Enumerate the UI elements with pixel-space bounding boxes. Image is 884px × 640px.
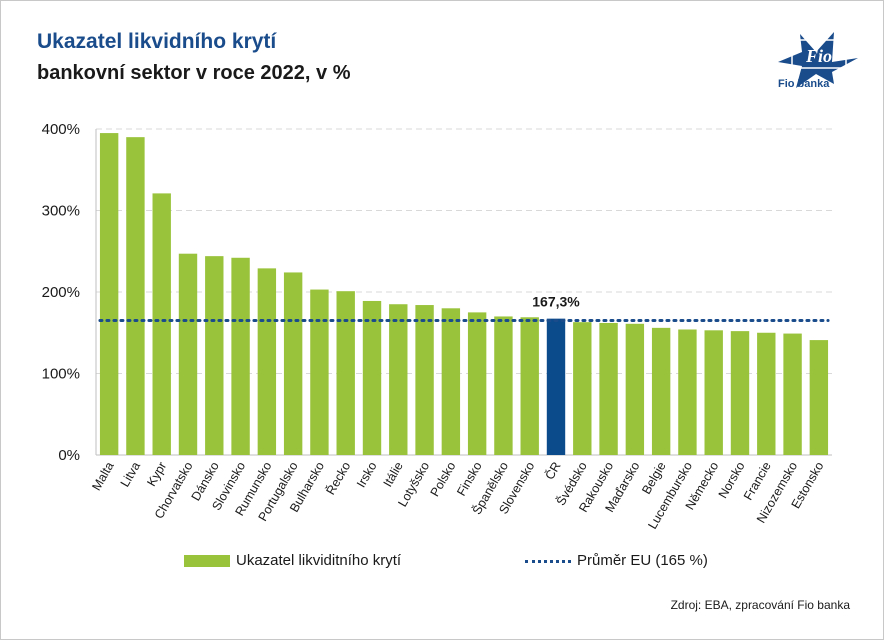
bar [599, 322, 618, 455]
source-note: Zdroj: EBA, zpracování Fio banka [670, 598, 850, 612]
y-tick-label: 200% [42, 284, 80, 301]
bar [809, 340, 829, 455]
bar [126, 137, 145, 455]
bar [441, 308, 461, 455]
legend-line-swatch [525, 559, 571, 563]
x-tick-label: Řecko [323, 459, 354, 497]
bar [362, 300, 382, 455]
bar [178, 253, 198, 455]
bar [573, 322, 592, 455]
svg-text:Fio: Fio [805, 46, 832, 66]
bar [99, 133, 119, 455]
fio-logo-icon: Fio [778, 32, 858, 88]
legend-bar-label: Ukazatel likviditního krytí [236, 552, 402, 569]
bar [494, 316, 513, 455]
legend-line: Průměr EU (165 %) [525, 552, 708, 569]
bar [415, 305, 434, 455]
data-label: 167,3% [532, 294, 580, 310]
x-tick-label: ČR [542, 459, 564, 482]
bar [704, 330, 723, 455]
bar [625, 323, 645, 455]
bar [730, 331, 750, 455]
bar [520, 317, 539, 455]
x-tick-label: Polsko [428, 459, 459, 499]
bar [389, 304, 408, 455]
x-tick-label: Malta [89, 459, 116, 493]
bar [467, 312, 487, 455]
x-tick-label: Irsko [354, 459, 380, 490]
bar [310, 289, 329, 455]
bar [257, 268, 277, 455]
bar [283, 272, 303, 455]
bar [783, 333, 802, 455]
y-tick-label: 400% [42, 121, 80, 138]
bar [205, 256, 224, 455]
y-tick-label: 100% [42, 366, 80, 383]
chart-subtitle: bankovní sektor v roce 2022, v % [37, 62, 351, 84]
bar [336, 291, 355, 455]
x-tick-label: Kypr [144, 460, 169, 489]
legend-bar-swatch [184, 555, 230, 568]
bar [152, 193, 171, 455]
legend-line-label: Průměr EU (165 %) [577, 552, 708, 569]
x-tick-label: Itálie [381, 459, 406, 489]
bar [678, 329, 697, 455]
y-tick-label: 0% [58, 447, 80, 464]
bar [546, 318, 566, 455]
bar [231, 257, 250, 455]
bar [651, 327, 671, 455]
chart-title: Ukazatel likvidního krytí [37, 30, 277, 53]
y-tick-label: 300% [42, 203, 80, 220]
bar [757, 332, 776, 455]
legend-bars: Ukazatel likviditního krytí [184, 552, 401, 569]
logo-label: Fio banka [778, 78, 830, 90]
x-tick-label: Litva [118, 459, 143, 489]
